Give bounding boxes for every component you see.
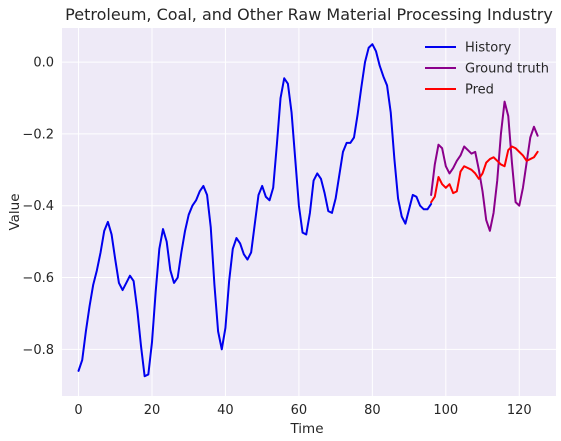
legend: History Ground truth Pred: [425, 41, 549, 98]
series-line-pred: [430, 145, 539, 204]
x-tick-label: 80: [364, 403, 381, 418]
legend-label-pred: Pred: [465, 83, 494, 98]
tick-labels: 0 20 40 60 80 100 120 −0.8 −0.6 −0.4 −0.2 0.0: [22, 56, 531, 418]
series-layer: [77, 43, 539, 378]
y-tick-label: −0.2: [22, 127, 54, 142]
x-tick-label: 20: [144, 403, 161, 418]
y-tick-label: −0.8: [22, 343, 54, 358]
legend-label-history: History: [465, 41, 512, 56]
legend-label-ground-truth: Ground truth: [465, 62, 549, 77]
y-axis-label: Value: [7, 193, 23, 230]
x-tick-label: 60: [291, 403, 308, 418]
grid: [62, 28, 556, 396]
x-tick-label: 40: [217, 403, 234, 418]
plot-area: [62, 28, 556, 396]
x-tick-label: 0: [74, 403, 82, 418]
y-tick-label: −0.4: [22, 199, 54, 214]
y-tick-label: 0.0: [33, 56, 54, 71]
x-axis-label: Time: [289, 421, 323, 437]
x-tick-label: 120: [507, 403, 532, 418]
chart-title: Petroleum, Coal, and Other Raw Material …: [65, 5, 553, 24]
series-line-history: [77, 43, 433, 378]
series-line-ground-truth: [430, 100, 539, 232]
y-tick-label: −0.6: [22, 271, 54, 286]
x-tick-label: 100: [433, 403, 458, 418]
